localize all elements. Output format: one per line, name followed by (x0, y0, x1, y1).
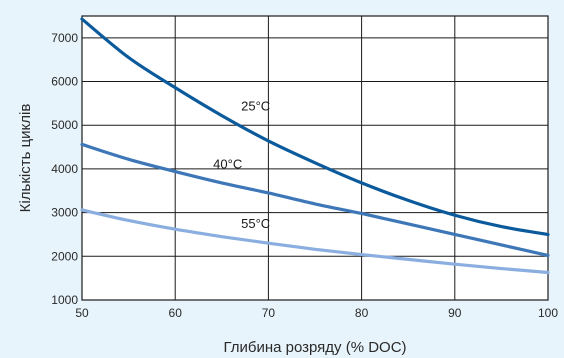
series-line (80, 17, 550, 237)
series-label: 40°C (213, 156, 242, 171)
x-axis-title: Глибина розряду (% DOC) (223, 339, 406, 356)
y-axis-ticks: 1000 2000 3000 4000 5000 6000 7000 (51, 31, 78, 307)
x-tick-label: 70 (262, 306, 276, 320)
y-tick-label: 4000 (51, 162, 78, 176)
y-tick-label: 2000 (51, 249, 78, 263)
x-axis-ticks: 50 60 70 80 90 100 (75, 306, 558, 320)
series-label: 25°C (241, 99, 270, 114)
y-tick-label: 1000 (51, 293, 78, 307)
x-tick-label: 50 (75, 306, 89, 320)
series-label: 55°C (241, 216, 270, 231)
y-tick-label: 3000 (51, 206, 78, 220)
x-tick-label: 60 (169, 306, 183, 320)
x-tick-label: 80 (355, 306, 369, 320)
y-tick-label: 5000 (51, 118, 78, 132)
x-tick-label: 90 (448, 306, 462, 320)
x-tick-label: 100 (538, 306, 558, 320)
y-axis-title: Кількість циклів (17, 104, 34, 213)
series-lines (80, 17, 550, 275)
y-tick-label: 6000 (51, 75, 78, 89)
y-tick-label: 7000 (51, 31, 78, 45)
plot-area (81, 15, 549, 301)
series-line (80, 142, 550, 258)
series-labels: 25°C 40°C 55°C (213, 99, 270, 231)
series-line (80, 208, 550, 275)
